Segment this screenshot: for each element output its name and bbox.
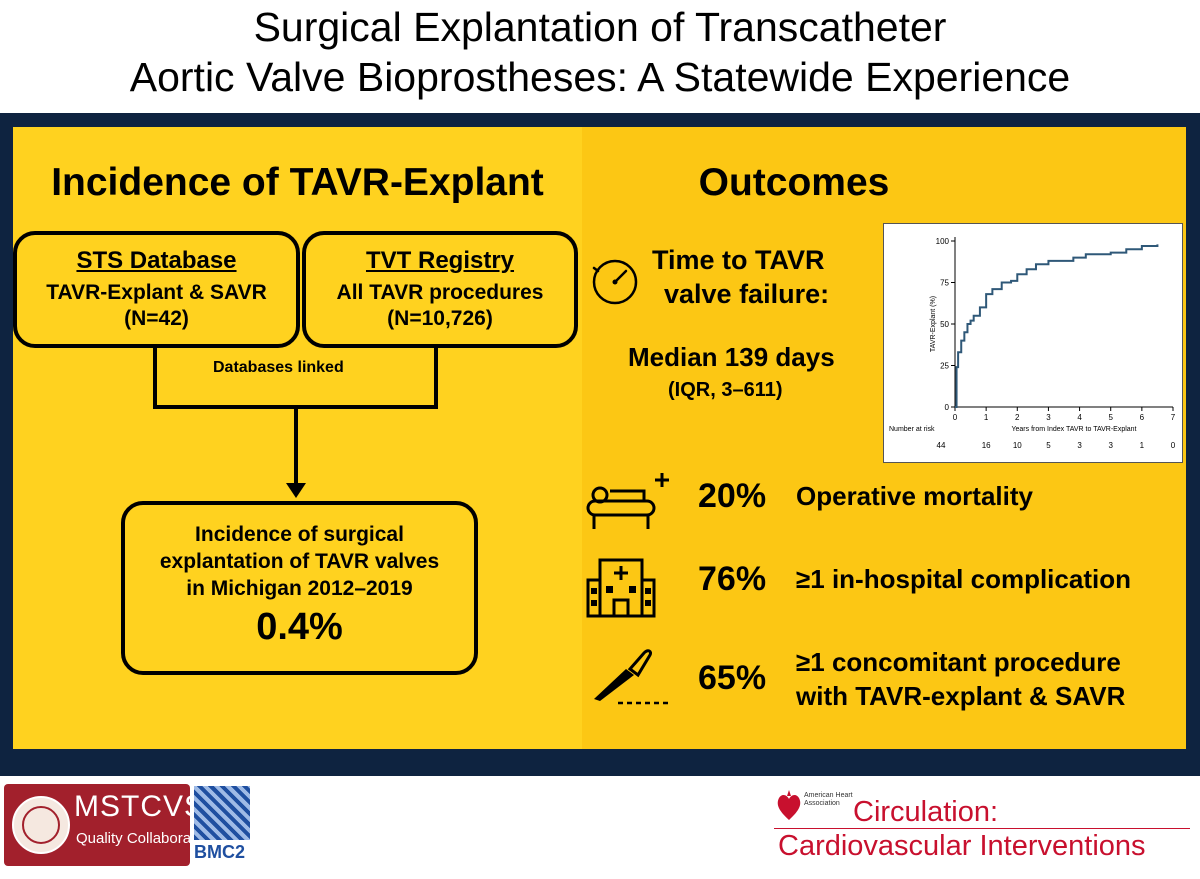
outcome-label-2: with TAVR-explant & SAVR bbox=[796, 681, 1126, 711]
risk-table-value: 16 bbox=[982, 441, 991, 450]
risk-table-value: 5 bbox=[1046, 441, 1051, 450]
outcome-label: ≥1 in-hospital complication bbox=[796, 564, 1131, 594]
outcome-row: 65% ≥1 concomitant procedure with TAVR-exp… bbox=[582, 639, 1186, 719]
risk-table-value: 3 bbox=[1108, 441, 1113, 450]
connector-left bbox=[153, 345, 157, 409]
aha-heart-torch-icon bbox=[777, 790, 801, 820]
bmc2-text: BMC2 bbox=[194, 842, 246, 862]
scalpel-icon bbox=[586, 639, 676, 714]
median-text: Median 139 days bbox=[628, 342, 835, 372]
km-curve bbox=[955, 244, 1159, 408]
sts-n: (N=42) bbox=[124, 307, 189, 330]
databases-linked-label: Databases linked bbox=[213, 359, 344, 376]
connector-right bbox=[434, 345, 438, 409]
hospital-bed-icon bbox=[586, 467, 676, 542]
mstcvs-logo: MSTCVS Quality Collaborative bbox=[4, 784, 214, 866]
journal-line-2: Cardiovascular Interventions bbox=[778, 830, 1146, 862]
journal-divider bbox=[774, 828, 1190, 829]
tvt-registry-box: TVT Registry All TAVR procedures (N=10,7… bbox=[302, 231, 578, 348]
y-tick-label: 0 bbox=[945, 403, 950, 412]
outcome-percent: 20% bbox=[698, 477, 767, 515]
arrow-head bbox=[286, 483, 306, 498]
y-tick-label: 75 bbox=[940, 279, 949, 288]
title-line-1: Surgical Explantation of Transcatheter bbox=[253, 4, 947, 50]
sts-desc: TAVR-Explant & SAVR bbox=[46, 281, 267, 304]
time-line-1: Time to TAVR bbox=[652, 245, 825, 275]
x-tick-label: 0 bbox=[953, 413, 958, 422]
x-tick-label: 6 bbox=[1140, 413, 1145, 422]
risk-table-value: 0 bbox=[1171, 441, 1176, 450]
x-tick-label: 3 bbox=[1046, 413, 1051, 422]
x-axis-label: Years from Index TAVR to TAVR-Explant bbox=[1011, 426, 1136, 433]
y-tick-label: 50 bbox=[940, 320, 949, 329]
outcome-label: Operative mortality bbox=[796, 481, 1033, 511]
incidence-heading: Incidence of TAVR-Explant bbox=[51, 161, 544, 204]
y-axis-label: TAVR-Explant (%) bbox=[930, 296, 937, 352]
result-line-1: Incidence of surgical bbox=[195, 523, 404, 546]
incidence-panel: Incidence of TAVR-Explant Databases link… bbox=[13, 127, 582, 749]
risk-table-value: 1 bbox=[1140, 441, 1145, 450]
sts-name: STS Database bbox=[76, 247, 237, 274]
outcomes-heading: Outcomes bbox=[698, 161, 890, 204]
result-line-2: explantation of TAVR valves bbox=[159, 550, 440, 573]
outcome-row: 76% ≥1 in-hospital complication bbox=[582, 550, 1186, 630]
chart-frame bbox=[883, 223, 1183, 463]
stopwatch-icon bbox=[592, 259, 638, 305]
outcome-label: ≥1 concomitant procedure bbox=[796, 647, 1121, 677]
title-line-2: Aortic Valve Bioprostheses: A Statewide … bbox=[129, 54, 1071, 100]
hospital-building-icon bbox=[586, 550, 656, 625]
mstcvs-sub: Quality Collaborative bbox=[76, 830, 215, 847]
journal-line-1: Circulation: bbox=[853, 796, 999, 828]
risk-table-value: 3 bbox=[1077, 441, 1082, 450]
sts-database-box: STS Database TAVR-Explant & SAVR (N=42) bbox=[13, 231, 300, 348]
x-tick-label: 4 bbox=[1077, 413, 1082, 422]
risk-table-value: 44 bbox=[937, 441, 946, 450]
tvt-desc: All TAVR procedures bbox=[336, 281, 544, 304]
outcome-row: 20% Operative mortality bbox=[582, 467, 1186, 547]
risk-table-label: Number at risk bbox=[889, 426, 935, 433]
iqr-text: (IQR, 3–611) bbox=[668, 379, 783, 401]
outcome-percent: 65% bbox=[698, 659, 767, 697]
x-tick-label: 2 bbox=[1015, 413, 1020, 422]
x-tick-label: 1 bbox=[984, 413, 989, 422]
outcome-percent: 76% bbox=[698, 560, 767, 598]
y-tick-label: 25 bbox=[940, 362, 949, 371]
time-line-2: valve failure: bbox=[664, 279, 830, 309]
y-tick-label: 100 bbox=[936, 237, 950, 246]
bmc2-logo: BMC2 bbox=[194, 786, 250, 866]
outcomes-panel: Outcomes Time to TAVR valve failure: Med… bbox=[582, 127, 1186, 749]
mstcvs-seal-icon bbox=[12, 796, 70, 854]
aha-label: American Heart Association bbox=[804, 792, 853, 807]
incidence-result-box: Incidence of surgical explantation of TA… bbox=[121, 501, 478, 675]
bmc2-mark-icon bbox=[194, 786, 250, 840]
x-tick-label: 5 bbox=[1108, 413, 1113, 422]
incidence-value: 0.4% bbox=[256, 606, 343, 648]
tvt-n: (N=10,726) bbox=[387, 307, 493, 330]
result-line-3: in Michigan 2012–2019 bbox=[186, 577, 413, 600]
mstcvs-text: MSTCVS bbox=[74, 790, 206, 823]
connector-down bbox=[294, 405, 298, 485]
risk-table-value: 10 bbox=[1013, 441, 1022, 450]
x-tick-label: 7 bbox=[1171, 413, 1176, 422]
tvt-name: TVT Registry bbox=[365, 247, 515, 274]
